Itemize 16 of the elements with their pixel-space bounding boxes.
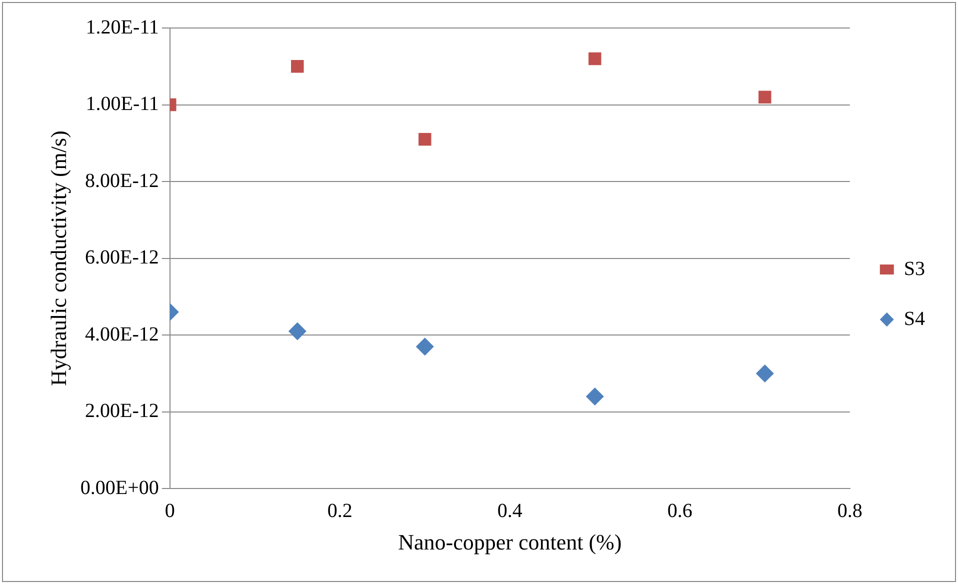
y-tick-label: 1.00E-11 [86, 93, 159, 116]
legend-label: S4 [904, 308, 925, 330]
legend-label: S3 [904, 258, 925, 280]
y-tick-label: 2.00E-12 [85, 400, 159, 422]
y-tick-label: 6.00E-12 [85, 246, 159, 269]
x-tick-label: 0 [164, 500, 175, 522]
x-tick-label: 0.2 [327, 500, 352, 522]
x-tick-label: 0.4 [497, 500, 522, 522]
x-axis-title: Nano-copper content (%) [398, 530, 622, 555]
y-tick-label: 4.00E-12 [85, 323, 159, 346]
y-tick-label: 8.00E-12 [85, 170, 159, 192]
x-tick-label: 0.6 [667, 500, 692, 522]
y-tick-label: 0.00E+00 [80, 476, 159, 499]
y-tick-label: 1.20E-11 [86, 16, 159, 38]
x-tick-label: 0.8 [837, 500, 862, 522]
y-axis-title: Hydraulic conductivity (m/s) [46, 130, 71, 386]
